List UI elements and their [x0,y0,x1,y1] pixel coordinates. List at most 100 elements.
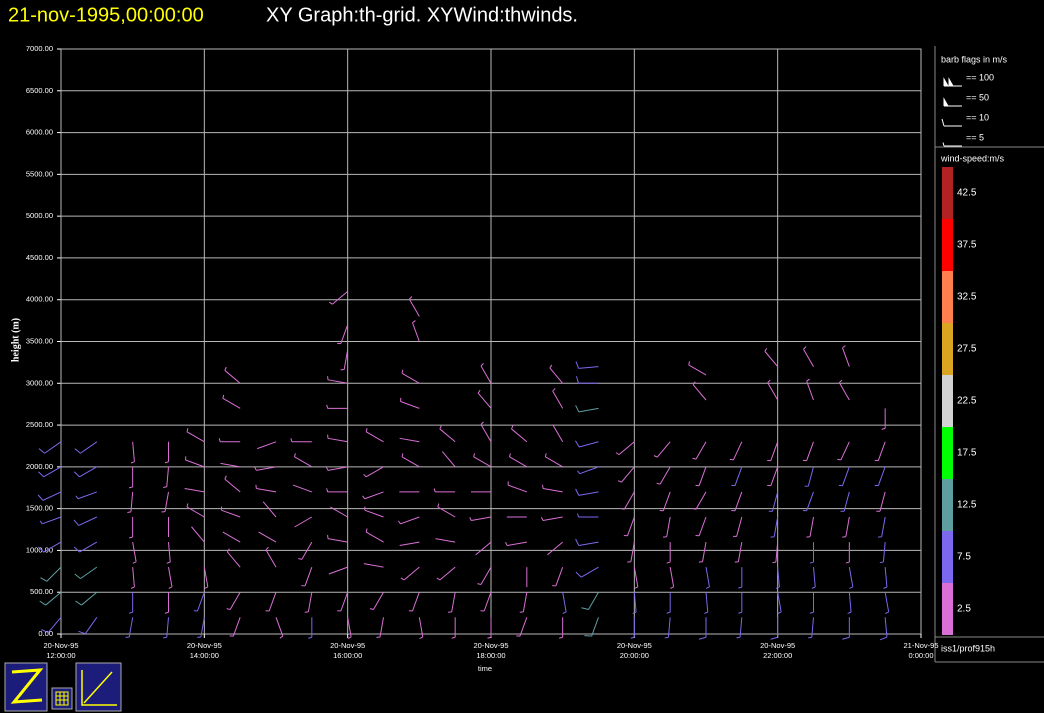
x-tick-label: 14:00:00 [190,651,219,660]
wind-barb [847,592,852,614]
y-tick-label: 5000.00 [26,211,53,220]
wind-barb [437,503,456,518]
wind-barb [451,617,456,639]
wind-barb [298,541,313,560]
y-tick-label: 0.00 [38,629,53,638]
wind-barb [328,566,348,575]
y-tick-label: 5500.00 [26,169,53,178]
wind-barb [767,466,779,487]
wind-barb [400,397,420,409]
y-tick-label: 2500.00 [26,420,53,429]
wind-barb [408,296,420,317]
wind-barb [365,528,384,543]
wind-barb [729,441,743,461]
wind-barb [477,389,492,409]
grid-icon[interactable] [51,687,73,710]
wind-barb [441,451,456,468]
chart-title: 21-nov-1995,00:00:00 [8,4,204,26]
y-tick-label: 4000.00 [26,295,53,304]
wind-barb [41,616,62,634]
wind-barb [698,541,707,563]
wind-barb [505,541,527,547]
wind-barb [418,617,424,640]
wind-barb [802,491,814,512]
wind-barb [620,491,635,510]
wind-barb [265,546,277,568]
wind-barb [73,541,98,553]
wind-barb [164,592,169,614]
wind-barb [842,617,850,640]
wind-barb [879,617,888,641]
wind-barb [229,617,241,637]
wind-barb [166,542,171,564]
wind-barb [731,466,743,487]
wind-barb [480,592,492,612]
wind-barb [542,484,563,493]
wind-barb [878,516,886,538]
wind-barb [840,491,850,512]
wind-barb [623,516,635,537]
wind-barb [362,491,384,500]
colorbar-swatch [942,531,953,583]
x-tick-label: 16:00:00 [333,651,362,660]
colorbar-label: 37.5 [957,240,977,251]
wind-barb [222,531,241,543]
x-tick-label: 12:00:00 [46,651,75,660]
wind-barb [507,481,528,493]
colorbar-swatch [942,323,953,375]
wind-barb [399,437,420,443]
y-tick-label: 1500.00 [26,504,53,513]
wind-barb [837,441,850,461]
wind-barb [127,491,134,514]
barb-legend-glyph [941,118,962,127]
colorbar-label: 27.5 [957,344,977,355]
wind-barb [559,617,564,639]
wind-barb [197,617,205,638]
wind-barb [400,566,420,581]
wind-barb [294,453,313,468]
wind-barb [220,462,241,468]
wind-barb [330,506,348,518]
colorbar-title: wind-speed:m/s [940,153,1005,163]
wind-barb [408,592,420,612]
wind-barb [806,378,814,401]
barb-legend-label: == 100 [966,72,994,82]
colorbar-swatch [942,219,953,271]
wind-barb [129,592,134,614]
colorbar-label: 32.5 [957,292,977,303]
wind-barb [804,466,814,487]
wind-barb [584,617,599,637]
wind-barb [129,466,134,489]
wind-barb [842,345,850,367]
wind-barb [806,516,814,538]
wind-barb [37,491,62,501]
wind-barb [544,453,563,468]
grid-glyph [55,691,69,706]
wind-barb [38,541,62,553]
wind-barb [879,542,886,564]
x-tick-label: 0:00:00 [908,651,933,660]
wind-barb [163,617,169,639]
wind-barb [168,567,173,589]
wind-barb [186,503,205,518]
wind-barb [161,491,169,513]
toolbar[interactable] [4,662,122,712]
wind-barb [301,566,313,587]
zebra-glyph [10,668,44,704]
wind-barb [222,394,241,409]
wind-barb [848,567,854,589]
wind-barb [327,434,348,443]
wind-barb [184,487,205,493]
wind-barb [811,567,816,589]
wind-barb [653,441,671,458]
wind-barb [433,488,456,493]
wind-barb [226,591,241,611]
wind-barb [132,541,137,564]
wind-barb [329,290,348,305]
wind-barb [275,617,284,639]
wind-barb [75,591,98,606]
chart-subtitle: XY Graph:th-grid. XYWind:thwinds. [266,4,578,26]
colorbar-swatch [942,375,953,427]
x-tick-label: 20-Nov-95 [473,641,508,650]
wind-barb [224,366,241,384]
